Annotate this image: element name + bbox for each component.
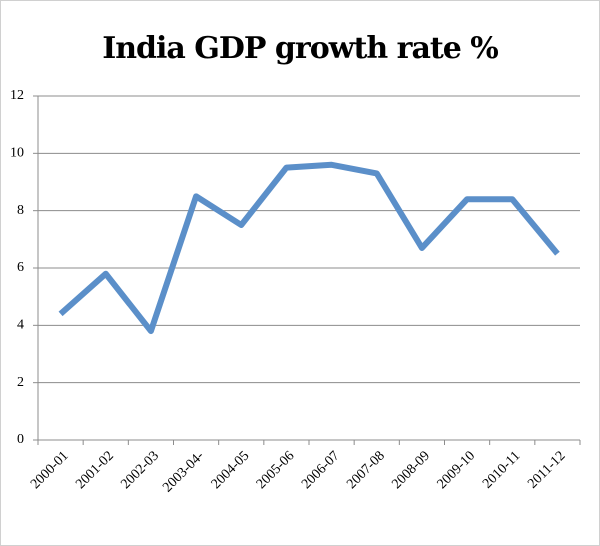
y-tick-label: 4 [17,318,24,333]
data-line [58,161,560,335]
chart-title: India GDP growth rate % [102,31,498,66]
y-tick-label: 12 [10,88,24,103]
y-tick-label: 10 [10,146,24,161]
y-tick-label: 6 [17,260,24,275]
y-tick-label: 8 [17,203,24,218]
y-tick-label: 0 [17,432,24,447]
y-tick-label: 2 [17,375,24,390]
